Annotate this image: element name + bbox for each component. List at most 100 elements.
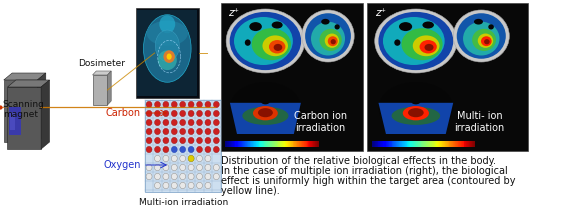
FancyBboxPatch shape xyxy=(469,141,470,147)
Circle shape xyxy=(188,173,194,180)
FancyBboxPatch shape xyxy=(289,141,290,147)
Ellipse shape xyxy=(472,29,496,51)
FancyBboxPatch shape xyxy=(385,141,386,147)
Text: Carbon: Carbon xyxy=(106,108,141,118)
FancyBboxPatch shape xyxy=(427,141,428,147)
Circle shape xyxy=(188,110,194,117)
Circle shape xyxy=(179,101,186,108)
Ellipse shape xyxy=(320,29,342,51)
Circle shape xyxy=(172,173,177,180)
FancyBboxPatch shape xyxy=(391,141,392,147)
Ellipse shape xyxy=(262,35,288,56)
Circle shape xyxy=(179,128,186,135)
Ellipse shape xyxy=(402,28,442,60)
FancyBboxPatch shape xyxy=(433,141,434,147)
FancyBboxPatch shape xyxy=(247,141,248,147)
FancyBboxPatch shape xyxy=(472,141,473,147)
FancyBboxPatch shape xyxy=(266,141,268,147)
FancyBboxPatch shape xyxy=(467,141,468,147)
Ellipse shape xyxy=(249,22,262,31)
FancyBboxPatch shape xyxy=(374,141,375,147)
FancyBboxPatch shape xyxy=(282,141,283,147)
FancyBboxPatch shape xyxy=(419,141,420,147)
Text: z⁺: z⁺ xyxy=(375,8,386,18)
FancyBboxPatch shape xyxy=(291,141,293,147)
FancyBboxPatch shape xyxy=(257,141,258,147)
FancyBboxPatch shape xyxy=(403,141,404,147)
Circle shape xyxy=(205,164,211,171)
FancyBboxPatch shape xyxy=(367,3,528,151)
Circle shape xyxy=(163,128,169,135)
FancyBboxPatch shape xyxy=(231,141,232,147)
FancyBboxPatch shape xyxy=(401,141,402,147)
FancyBboxPatch shape xyxy=(248,141,249,147)
FancyBboxPatch shape xyxy=(274,141,275,147)
FancyBboxPatch shape xyxy=(429,141,430,147)
FancyBboxPatch shape xyxy=(226,141,227,147)
Circle shape xyxy=(172,146,177,153)
FancyBboxPatch shape xyxy=(275,141,276,147)
FancyBboxPatch shape xyxy=(294,141,295,147)
Ellipse shape xyxy=(413,35,440,56)
Polygon shape xyxy=(93,75,107,105)
Circle shape xyxy=(214,137,219,144)
FancyBboxPatch shape xyxy=(436,141,437,147)
FancyBboxPatch shape xyxy=(240,141,241,147)
FancyBboxPatch shape xyxy=(145,100,222,192)
FancyBboxPatch shape xyxy=(301,141,302,147)
Ellipse shape xyxy=(325,34,339,48)
FancyBboxPatch shape xyxy=(256,141,257,147)
FancyBboxPatch shape xyxy=(317,141,318,147)
Circle shape xyxy=(197,182,203,189)
FancyBboxPatch shape xyxy=(465,141,466,147)
FancyBboxPatch shape xyxy=(249,141,250,147)
FancyBboxPatch shape xyxy=(445,141,446,147)
Circle shape xyxy=(172,128,177,135)
Circle shape xyxy=(188,182,194,189)
FancyBboxPatch shape xyxy=(387,141,388,147)
FancyBboxPatch shape xyxy=(406,141,407,147)
Ellipse shape xyxy=(160,15,175,33)
FancyBboxPatch shape xyxy=(412,141,413,147)
FancyBboxPatch shape xyxy=(416,141,417,147)
FancyBboxPatch shape xyxy=(255,141,256,147)
Ellipse shape xyxy=(144,15,191,82)
Ellipse shape xyxy=(411,99,420,104)
Circle shape xyxy=(214,173,219,180)
FancyBboxPatch shape xyxy=(449,141,450,147)
FancyBboxPatch shape xyxy=(457,141,458,147)
FancyBboxPatch shape xyxy=(432,141,433,147)
Circle shape xyxy=(179,119,186,126)
Ellipse shape xyxy=(378,12,453,70)
FancyBboxPatch shape xyxy=(449,141,450,147)
Polygon shape xyxy=(7,80,49,87)
Circle shape xyxy=(146,128,152,135)
Circle shape xyxy=(172,182,177,189)
FancyBboxPatch shape xyxy=(440,141,441,147)
FancyBboxPatch shape xyxy=(310,141,311,147)
FancyBboxPatch shape xyxy=(244,141,245,147)
Circle shape xyxy=(197,173,203,180)
Ellipse shape xyxy=(253,106,278,120)
Ellipse shape xyxy=(474,19,483,25)
FancyBboxPatch shape xyxy=(425,141,426,147)
FancyBboxPatch shape xyxy=(437,141,438,147)
Circle shape xyxy=(154,128,160,135)
Ellipse shape xyxy=(403,106,429,120)
FancyBboxPatch shape xyxy=(258,141,259,147)
Circle shape xyxy=(188,155,194,162)
FancyBboxPatch shape xyxy=(400,141,401,147)
Circle shape xyxy=(154,182,160,189)
Ellipse shape xyxy=(261,99,270,104)
Ellipse shape xyxy=(147,21,188,46)
Polygon shape xyxy=(41,80,49,149)
Ellipse shape xyxy=(230,82,301,134)
FancyBboxPatch shape xyxy=(286,141,287,147)
FancyBboxPatch shape xyxy=(417,141,418,147)
FancyBboxPatch shape xyxy=(265,141,266,147)
Circle shape xyxy=(205,110,211,117)
FancyBboxPatch shape xyxy=(278,141,279,147)
Ellipse shape xyxy=(234,17,293,65)
FancyBboxPatch shape xyxy=(448,141,449,147)
FancyBboxPatch shape xyxy=(438,141,439,147)
